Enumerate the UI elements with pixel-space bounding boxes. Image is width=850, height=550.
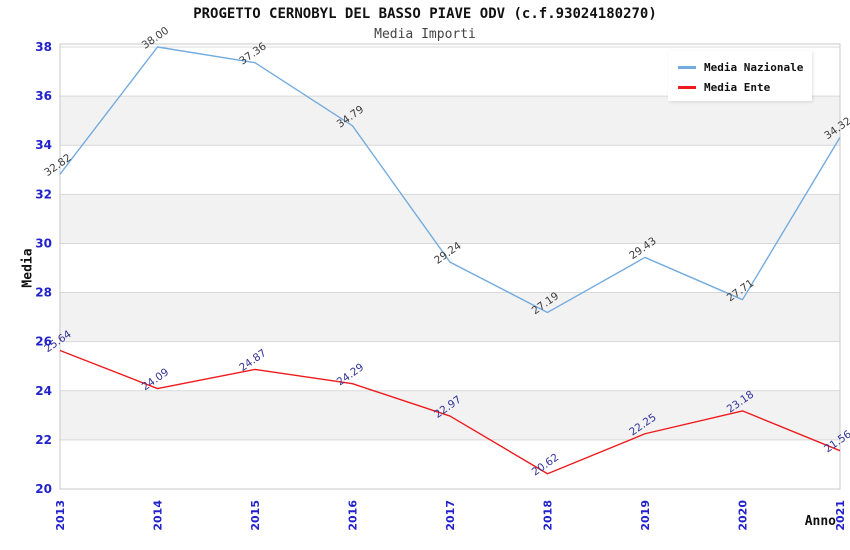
- x-tick-labels: 2013 2014 2015 2016 2017 2018 2019 2020 2021: [54, 500, 847, 531]
- chart-title: PROGETTO CERNOBYL DEL BASSO PIAVE ODV (c…: [193, 6, 657, 22]
- data-label: 24.09: [140, 366, 172, 393]
- y-tick-label: 32: [35, 187, 52, 201]
- y-tick-label: 28: [35, 286, 52, 300]
- legend-label: Media Nazionale: [704, 60, 804, 74]
- legend-line-swatch: [678, 85, 696, 89]
- plot-band: [60, 292, 840, 342]
- y-tick-label: 36: [35, 89, 52, 103]
- x-tick-label: 2020: [737, 500, 750, 531]
- y-tick-label: 26: [35, 335, 52, 349]
- legend-item-media-ente: Media Ente: [678, 77, 812, 97]
- x-tick-label: 2013: [54, 500, 67, 531]
- series-line-media-ente: [59, 349, 841, 475]
- legend-item-media-nazionale: Media Nazionale: [678, 57, 812, 77]
- plot-band: [60, 194, 840, 244]
- x-tick-label: 2015: [249, 500, 262, 531]
- x-tick-label: 2014: [152, 500, 165, 531]
- series-lines: [59, 46, 841, 475]
- legend-label: Media Ente: [704, 80, 771, 94]
- y-tick-labels: 20 22 24 26 28 30 32 34 36 38: [35, 40, 52, 496]
- x-axis-label: Anno: [804, 514, 836, 529]
- y-tick-label: 24: [35, 384, 52, 398]
- y-tick-label: 30: [35, 236, 52, 250]
- plot-bands: [60, 96, 840, 440]
- x-tick-label: 2021: [834, 500, 847, 531]
- y-tick-label: 22: [35, 433, 52, 447]
- y-tick-label: 38: [35, 40, 52, 54]
- plot-frame: [59, 43, 841, 490]
- data-label: 20.62: [530, 451, 562, 478]
- data-label: 32.82: [42, 152, 74, 179]
- y-tick-label: 34: [35, 138, 52, 152]
- plot-band: [60, 96, 840, 146]
- legend-line-swatch: [678, 65, 696, 69]
- chart-subtitle: Media Importi: [374, 27, 476, 42]
- x-tick-label: 2019: [639, 500, 652, 531]
- y-axis-label: Media: [20, 248, 36, 288]
- y-tick-label: 20: [35, 482, 52, 496]
- series-line-media-nazionale: [59, 46, 841, 314]
- legend: Media Nazionale Media Ente: [668, 51, 812, 101]
- x-tick-label: 2016: [347, 500, 360, 531]
- x-tick-label: 2017: [444, 500, 457, 531]
- x-tick-label: 2018: [542, 500, 555, 531]
- data-label: 24.29: [335, 361, 367, 388]
